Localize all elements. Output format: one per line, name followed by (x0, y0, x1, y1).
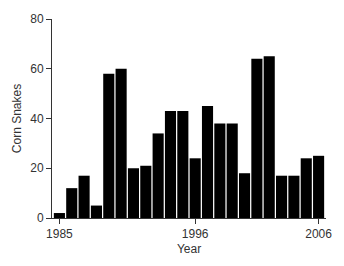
svg-text:80: 80 (30, 12, 44, 26)
svg-text:1996: 1996 (182, 227, 209, 241)
svg-text:Corn Snakes: Corn Snakes (10, 84, 24, 153)
svg-text:0: 0 (37, 211, 44, 225)
svg-text:60: 60 (30, 62, 44, 76)
svg-text:20: 20 (30, 161, 44, 175)
svg-text:40: 40 (30, 112, 44, 126)
svg-text:Year: Year (177, 242, 201, 256)
svg-text:2006: 2006 (305, 227, 332, 241)
svg-text:1985: 1985 (46, 227, 73, 241)
